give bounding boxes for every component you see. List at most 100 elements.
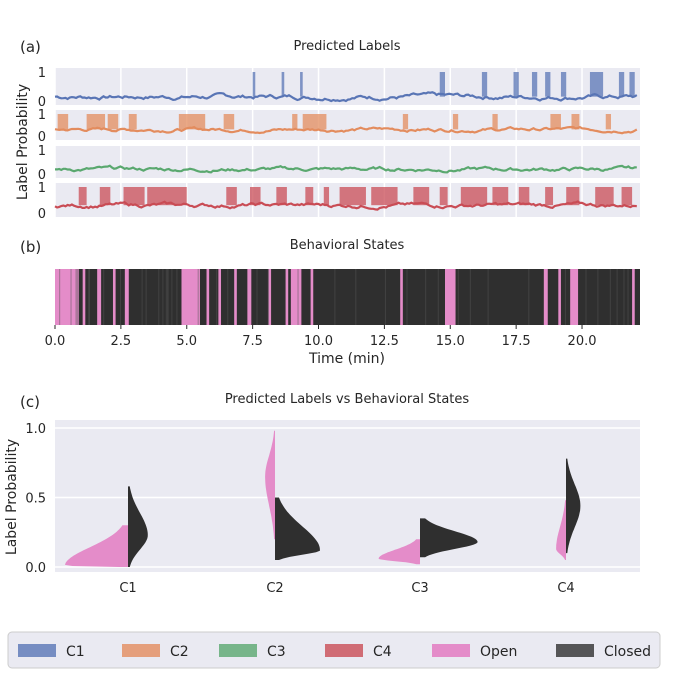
ytick-label: 0 [38,168,46,183]
ytick-label: 0 [38,130,46,145]
state-texture [297,269,299,325]
legend-label-C3: C3 [267,644,286,660]
state-open-interval [290,269,302,325]
threshold-block-C2 [452,114,459,130]
state-open-interval [97,269,102,325]
threshold-block-C1 [300,72,303,97]
panel-a-ylabel: Label Probability [15,84,31,200]
state-texture [197,269,199,325]
state-texture [88,269,90,325]
threshold-block-C4 [413,187,430,206]
xtick-label: 7.5 [242,334,263,349]
state-texture [145,269,147,325]
threshold-block-C1 [439,72,445,97]
threshold-block-C1 [629,72,635,97]
threshold-block-C1 [513,72,519,97]
state-open-interval [268,269,272,325]
threshold-block-C4 [323,187,330,206]
state-texture [216,269,218,325]
threshold-block-C4 [226,187,237,206]
panel-b-xlabel: Time (min) [308,351,385,367]
state-texture [528,269,530,325]
threshold-block-C1 [531,72,538,97]
threshold-block-C2 [302,114,327,130]
threshold-block-C2 [292,114,298,130]
threshold-block-C1 [481,72,488,97]
state-texture [406,269,408,325]
legend-swatch-C2 [122,644,160,657]
state-texture [609,269,611,325]
category-label-C3: C3 [411,581,428,596]
state-texture [564,269,566,325]
state-texture [437,269,439,325]
ytick-label: 0.0 [25,561,46,576]
state-texture [141,269,143,325]
threshold-block-C1 [560,72,567,97]
threshold-block-C4 [566,187,580,206]
state-texture [585,269,587,325]
threshold-block-C4 [545,187,554,206]
violin-closed-C1 [128,486,148,567]
state-open-interval [543,269,548,325]
state-texture [256,269,258,325]
ytick-label: 1 [38,144,46,159]
state-texture [469,269,471,325]
state-texture [75,269,77,325]
threshold-block-C4 [339,187,366,206]
violin-open-C3 [378,539,420,565]
state-open-interval [558,269,561,325]
state-texture [162,269,164,325]
state-texture [267,269,269,325]
state-texture [70,269,72,325]
threshold-block-C1 [252,72,256,97]
state-texture [165,269,167,325]
category-label-C4: C4 [557,581,574,596]
state-open-interval [400,269,403,325]
state-open-interval [285,269,289,325]
state-texture [627,269,629,325]
panel-c-plot: 0.0 0.5 1.0 C1 C2 C3 C4 [25,420,640,596]
threshold-block-C2 [57,114,69,130]
threshold-block-C4 [518,187,530,206]
threshold-block-C2 [86,114,106,130]
legend: C1 C2 C3 C4 Open Closed [18,644,651,660]
legend-label-Closed: Closed [604,644,651,660]
threshold-block-C4 [147,187,187,206]
xtick-label: 5.0 [176,334,197,349]
state-texture [457,269,459,325]
state-open-interval [234,269,237,325]
xtick-label: 12.5 [370,334,399,349]
state-texture [355,269,357,325]
threshold-block-C2 [128,114,137,130]
state-texture [119,269,121,325]
legend-label-C2: C2 [170,644,189,660]
state-texture [76,269,78,325]
panel-c-title: Predicted Labels vs Behavioral States [225,392,470,407]
track-bg-C2 [55,110,640,140]
state-texture [59,269,61,325]
state-texture [334,269,336,325]
threshold-block-C2 [178,114,206,130]
ytick-label: 1 [38,108,46,123]
threshold-block-C4 [305,187,314,206]
threshold-block-C2 [223,114,235,130]
state-open-interval [206,269,210,325]
state-texture [176,269,178,325]
state-texture [425,269,427,325]
threshold-block-C4 [99,187,111,206]
threshold-block-C2 [550,114,561,130]
threshold-block-C4 [78,187,87,206]
threshold-block-C4 [621,187,633,206]
state-open-interval [124,269,129,325]
threshold-block-C2 [402,114,409,130]
ytick-label: 0.5 [25,492,46,507]
threshold-block-C4 [492,187,509,206]
xtick-label: 10.0 [304,334,333,349]
xtick-label: 0.0 [45,334,66,349]
threshold-block-C2 [492,114,498,130]
legend-swatch-Closed [556,644,594,657]
threshold-block-C1 [589,72,604,97]
panel-b-plot: 0.0 2.5 5.0 7.5 10.0 12.5 15.0 17.5 20.0 [45,269,640,349]
